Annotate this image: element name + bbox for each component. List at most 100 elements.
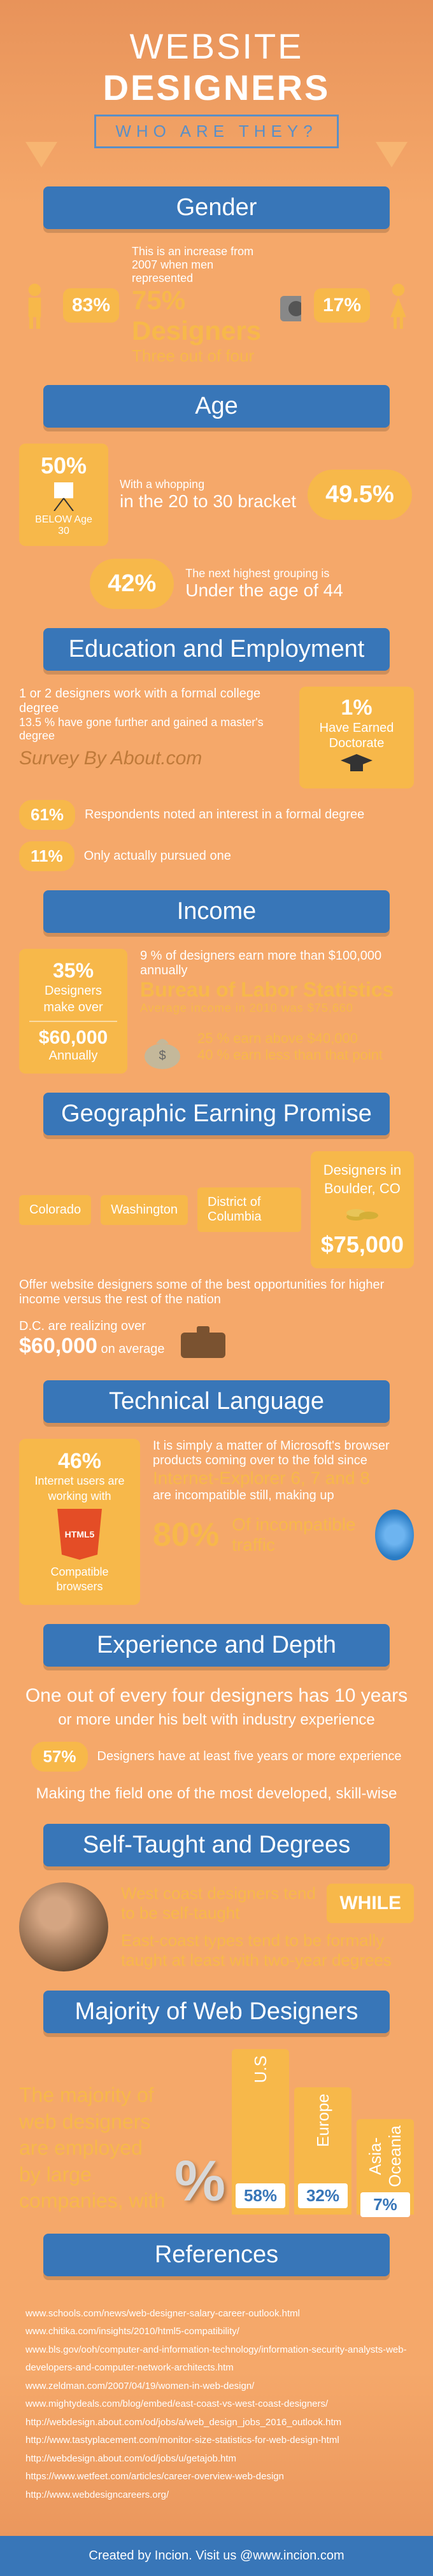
income-header: Income <box>43 890 390 933</box>
html5-icon: HTML5 <box>57 1509 102 1560</box>
tech-section: 46% Internet users are working with HTML… <box>0 1439 433 1605</box>
edu-header: Education and Employment <box>43 628 390 671</box>
exp-text-block: One out of every four designers has 10 y… <box>19 1683 414 1731</box>
moneybag-icon: $ <box>140 1025 185 1069</box>
income-stats-col: 25 % earn above $40,000 40 % earn less t… <box>197 1030 383 1063</box>
income-stat2: 40 % earn less than that point <box>197 1047 383 1063</box>
camera-icon <box>274 283 301 328</box>
edu-bar1: 61% Respondents noted an interest in a f… <box>19 800 414 830</box>
geo-text2c: on average <box>101 1342 164 1356</box>
age-pct2: 42% <box>90 559 174 609</box>
self-right: West coast designers tend to be self-tau… <box>121 1884 414 1970</box>
ribbon-left <box>25 142 57 167</box>
age-box-pct: 50% <box>28 452 99 479</box>
geo-box: Designers in Boulder, CO $75,000 <box>311 1151 414 1268</box>
tech-box: 46% Internet users are working with HTML… <box>19 1439 140 1605</box>
age-text1a: With a whopping <box>120 478 296 491</box>
footer: Created by Incion. Visit us @www.incion.… <box>0 2536 433 2576</box>
self-header: Self-Taught and Degrees <box>43 1824 390 1866</box>
geo-box-g2: $75,000 <box>321 1231 404 1258</box>
geo-pill3: District of Columbia <box>197 1187 301 1232</box>
ie-icon <box>375 1509 414 1560</box>
edu-bar1-pct: 61% <box>19 800 75 830</box>
maj-bar-item: Europe32% <box>294 2087 351 2215</box>
edu-bar2-lbl: Only actually pursued one <box>84 849 231 864</box>
income-p1: 35% <box>29 959 117 983</box>
tech-big-pct: 80% <box>153 1516 219 1554</box>
briefcase-icon <box>174 1317 232 1361</box>
edu-bar1-lbl: Respondents noted an interest in a forma… <box>85 808 364 822</box>
ref-item: www.schools.com/news/web-designer-salary… <box>25 2305 408 2323</box>
exp-bar: 57% Designers have at least five years o… <box>19 1742 414 1772</box>
age-pct1: 49.5% <box>308 470 412 520</box>
exp-line3: Making the field one of the most develop… <box>19 1783 414 1805</box>
refs-list: www.schools.com/news/web-designer-salary… <box>0 2292 433 2517</box>
geo-text1: Offer website designers some of the best… <box>19 1278 414 1307</box>
age-section: 50% BELOW Age 30 With a whopping in the … <box>0 444 433 609</box>
exp-section: One out of every four designers has 10 y… <box>0 1683 433 1805</box>
age-box: 50% BELOW Age 30 <box>19 444 108 546</box>
ref-item: www.zeldman.com/2007/04/19/women-in-web-… <box>25 2377 408 2396</box>
income-p2: Designers make over <box>29 983 117 1016</box>
main-title: WEBSITE DESIGNERS <box>13 25 420 108</box>
maj-header: Majority of Web Designers <box>43 1991 390 2033</box>
edu-doc-lbl: Have Earned Doctorate <box>308 720 405 751</box>
tech-t2b: Compatible browsers <box>29 1565 130 1595</box>
income-box: 35% Designers make over $60,000 Annually <box>19 949 127 1074</box>
tech-r4: Of incompatible traffic <box>232 1515 362 1555</box>
maj-bar-region: Asia-Oceania <box>366 2125 405 2187</box>
ref-item: http://webdesign.about.com/od/jobs/u/get… <box>25 2450 408 2468</box>
title-part2: DESIGNERS <box>103 67 330 108</box>
age-text2a: The next highest grouping is <box>185 567 343 580</box>
gender-text: This is an increase from 2007 when men r… <box>132 245 261 366</box>
edu-left: 1 or 2 designers work with a formal coll… <box>19 687 287 769</box>
tech-r3: are incompatible still, making up <box>153 1488 414 1503</box>
female-pct: 17% <box>314 288 370 323</box>
male-icon <box>19 267 50 344</box>
maj-bar-item: U.S58% <box>232 2049 289 2215</box>
geo-text2: D.C. are realizing over $60,000 on avera… <box>19 1319 165 1359</box>
gender-line2: Three out of four <box>132 346 261 366</box>
ref-item: http://www.webdesigncareers.org/ <box>25 2486 408 2505</box>
income-r3: Average income in 2010 was $75,660 <box>140 1002 414 1015</box>
income-r1: 9 % of designers earn more than $100,000… <box>140 949 414 978</box>
income-p3: $60,000 <box>29 1027 117 1049</box>
age-text1: With a whopping in the 20 to 30 bracket <box>120 478 296 512</box>
tech-header: Technical Language <box>43 1380 390 1423</box>
age-box-lbl: BELOW Age 30 <box>28 514 99 537</box>
income-r2: Bureau of Labor Statistics <box>140 978 414 1002</box>
maj-bar-region: U.S <box>251 2055 271 2083</box>
edu-bar2: 11% Only actually pursued one <box>19 841 414 871</box>
tech-r1: It is simply a matter of Microsoft's bro… <box>153 1439 414 1468</box>
ref-item: http://www.tastyplacement.com/monitor-si… <box>25 2432 408 2450</box>
gender-section: 83% This is an increase from 2007 when m… <box>0 245 433 366</box>
geo-text2b: $60,000 <box>19 1334 97 1358</box>
self-top-txt: West coast designers tend to be self-tau… <box>121 1884 317 1923</box>
exp-bar-lbl: Designers have at least five years or mo… <box>97 1749 402 1764</box>
brain-icon <box>19 1882 108 1971</box>
exp-header: Experience and Depth <box>43 1624 390 1667</box>
main-title-block: WEBSITE DESIGNERS WHO ARE THEY? <box>0 0 433 155</box>
maj-row: The majority of web designers are employ… <box>19 2049 414 2215</box>
income-stat1: 25 % earn above $40,000 <box>197 1030 383 1047</box>
self-bottom: East-coast types tend to be formally tau… <box>121 1931 414 1970</box>
income-right: 9 % of designers earn more than $100,000… <box>140 949 414 1069</box>
edu-bar2-pct: 11% <box>19 841 75 871</box>
age-text1b: in the 20 to 30 bracket <box>120 491 296 512</box>
ref-item: http://webdesign.about.com/od/jobs/a/web… <box>25 2414 408 2432</box>
edu-doc-pct: 1% <box>308 696 405 720</box>
refs-header: References <box>43 2234 390 2276</box>
maj-bars: U.S58%Europe32%Asia-Oceania7% <box>232 2049 414 2215</box>
percent-icon: % <box>174 2149 225 2215</box>
maj-bar-item: Asia-Oceania7% <box>357 2119 414 2215</box>
income-p4: Annually <box>29 1049 117 1063</box>
tech-right: It is simply a matter of Microsoft's bro… <box>153 1439 414 1560</box>
geo-pill1: Colorado <box>19 1195 91 1225</box>
tech-r2: Internet-Explorer 6, 7 and 8 <box>153 1468 414 1488</box>
edu-line2: 13.5 % have gone further and gained a ma… <box>19 716 287 743</box>
svg-text:$: $ <box>159 1049 166 1063</box>
ref-item: https://www.wetfeet.com/articles/career-… <box>25 2468 408 2486</box>
edu-survey: Survey By About.com <box>19 748 287 769</box>
easel-icon <box>45 479 83 511</box>
geo-text2-row: D.C. are realizing over $60,000 on avera… <box>19 1317 414 1361</box>
